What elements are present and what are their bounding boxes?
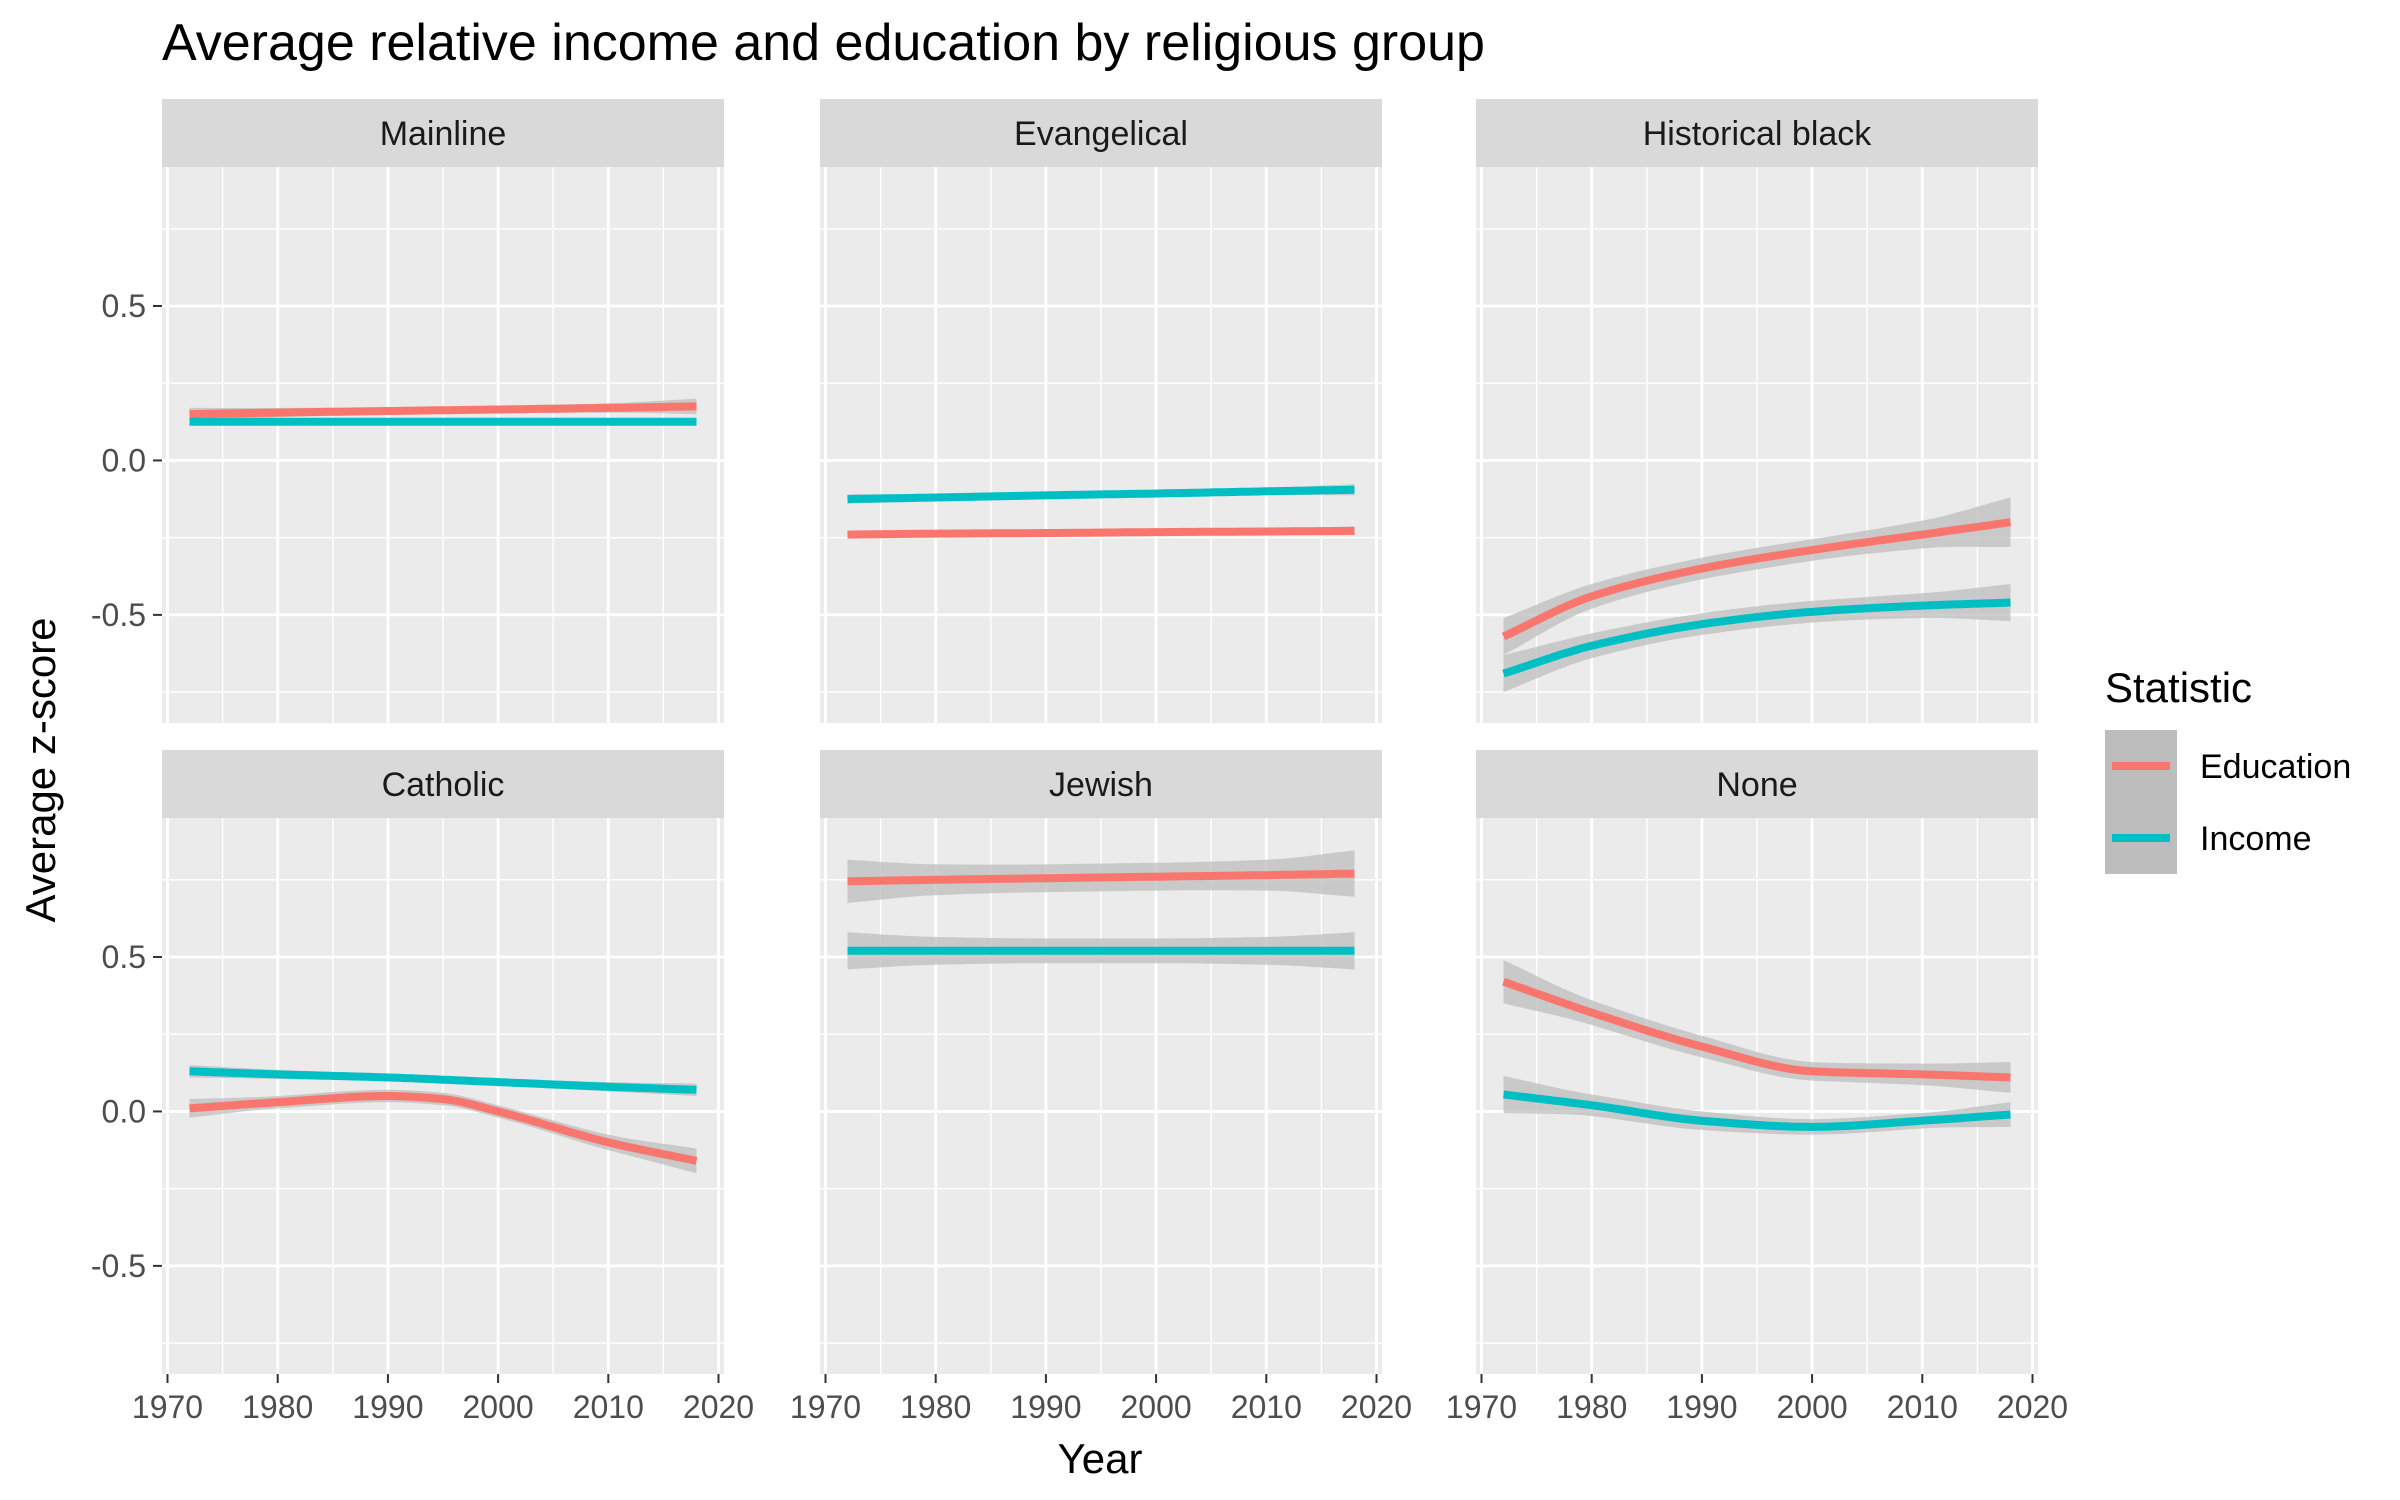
- facet-none: None 1970 1980 1990 2000 2010 2020: [1446, 750, 2068, 1425]
- series-line-education: [189, 402, 697, 419]
- series-line-education: [1501, 518, 2012, 641]
- y-tick-label: 0.5: [102, 288, 146, 324]
- x-tick-label: 2010: [1231, 1389, 1302, 1425]
- facet-label-none: None: [1716, 766, 1797, 804]
- x-tick-label: 2020: [1997, 1389, 2068, 1425]
- x-tick-label: 1970: [132, 1389, 203, 1425]
- facet-strip-mainline: [162, 99, 724, 167]
- facet-label-historical-black: Historical black: [1643, 115, 1873, 153]
- facet-strip-catholic: [162, 750, 724, 818]
- x-tick-label: 1980: [900, 1389, 971, 1425]
- legend-label-income: Income: [2200, 820, 2312, 858]
- series-line-education: [1502, 977, 2011, 1082]
- series-line-income: [189, 1067, 697, 1094]
- x-tick-label: 1970: [790, 1389, 861, 1425]
- facet-mainline: Mainline -0.5 0.0 0.5: [91, 99, 724, 723]
- x-tick-label: 2010: [1887, 1389, 1958, 1425]
- x-tick-label: 2000: [1121, 1389, 1192, 1425]
- chart-title: Average relative income and education by…: [162, 14, 1485, 72]
- x-tick-label: 2010: [573, 1389, 644, 1425]
- y-tick-label: 0.0: [102, 1093, 146, 1129]
- facet-label-evangelical: Evangelical: [1014, 115, 1188, 153]
- x-tick-label: 2020: [1341, 1389, 1412, 1425]
- x-tick-label: 2000: [463, 1389, 534, 1425]
- series-line-education: [847, 869, 1355, 886]
- x-tick-label: 1970: [1446, 1389, 1517, 1425]
- facet-panels: Mainline -0.5 0.0 0.5 Evangelical Historical …: [91, 99, 2068, 1425]
- legend-title: Statistic: [2105, 664, 2252, 711]
- series-line-education: [847, 526, 1355, 539]
- facet-strip-historical-black: [1476, 99, 2038, 167]
- x-tick-label: 2000: [1777, 1389, 1848, 1425]
- legend-label-education: Education: [2200, 748, 2351, 786]
- facet-catholic: Catholic -0.5 0.0 0.5 1970 1980 1990 2000 2010 20…: [91, 750, 754, 1425]
- series-line-income: [1503, 1090, 2011, 1131]
- facet-label-mainline: Mainline: [380, 115, 507, 153]
- facet-jewish: Jewish 1970 1980 1990 2000 2010 2020: [790, 750, 1412, 1425]
- y-tick-label: -0.5: [91, 597, 146, 633]
- y-tick-label: -0.5: [91, 1248, 146, 1284]
- facet-strip-evangelical: [820, 99, 1382, 167]
- x-tick-label: 1980: [242, 1389, 313, 1425]
- facet-label-catholic: Catholic: [382, 766, 505, 804]
- facet-strip-jewish: [820, 750, 1382, 818]
- series-line-income: [847, 485, 1355, 504]
- x-tick-label: 1990: [352, 1389, 423, 1425]
- confidence-band-education: [1503, 960, 2011, 1093]
- facet-historical-black: Historical black: [1476, 99, 2038, 723]
- x-tick-label: 1980: [1556, 1389, 1627, 1425]
- facet-strip-none: [1476, 750, 2038, 818]
- facet-evangelical: Evangelical: [820, 99, 1382, 723]
- y-tick-label: 0.5: [102, 939, 146, 975]
- confidence-band-education: [189, 1089, 697, 1174]
- legend: Statistic Education Income: [2105, 664, 2351, 874]
- series-line-income: [1502, 598, 2011, 678]
- facet-label-jewish: Jewish: [1049, 766, 1153, 804]
- series-line-education: [189, 1092, 698, 1165]
- y-tick-label: 0.0: [102, 442, 146, 478]
- x-tick-label: 1990: [1666, 1389, 1737, 1425]
- y-axis-title: Average z-score: [17, 617, 64, 922]
- x-axis-title: Year: [1058, 1435, 1143, 1482]
- x-tick-label: 2020: [683, 1389, 754, 1425]
- x-tick-label: 1990: [1010, 1389, 1081, 1425]
